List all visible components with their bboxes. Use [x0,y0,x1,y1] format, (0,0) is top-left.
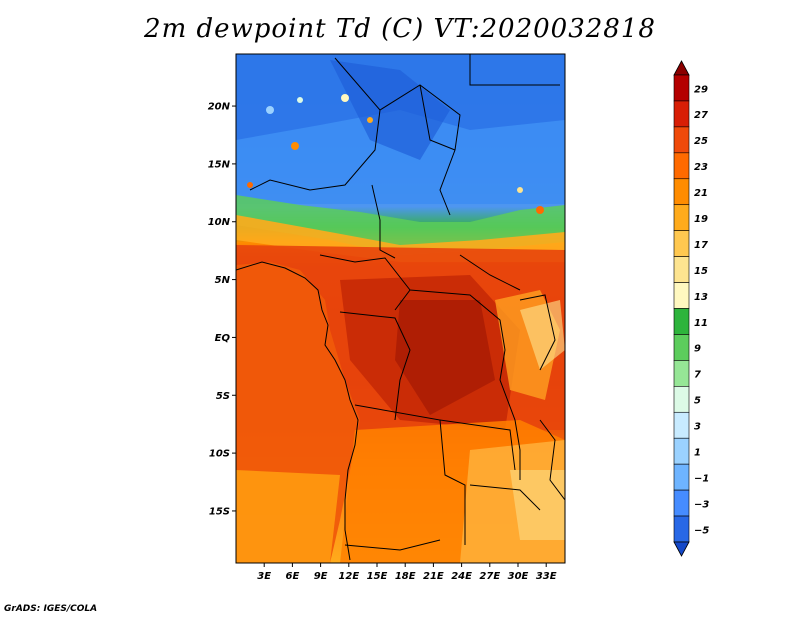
credit-text: GrADS: IGES/COLA [4,604,98,614]
colorbar-label: −5 [694,525,709,536]
colorbar-label: −3 [694,499,709,510]
colorbar-segment [673,204,690,231]
lat-tick-label: 20N [208,102,231,113]
colorbar-top-arrow [673,60,690,76]
colorbar-segment [673,74,690,102]
colorbar-segment [673,152,690,180]
lat-tick-label: 15N [208,159,231,170]
colorbar-label: 1 [694,447,701,458]
lat-axis: 20N 15N 10N 5N EQ 5S 10S 15S [208,102,236,517]
colorbar-segment [673,100,690,128]
colorbar-segment [673,308,690,335]
lon-tick-label: 30E [508,571,529,582]
lon-tick-label: 15E [367,571,388,582]
colorbar-label: 3 [694,422,701,433]
colorbar-segment [673,178,690,206]
colorbar-label: 7 [694,370,701,381]
colorbar-segment [673,282,690,309]
colorbar-label: 23 [694,162,708,173]
chart-title: 2m dewpoint Td (C) VT:2020032818 [144,14,656,44]
colorbar-segment [673,411,690,439]
lat-tick-label: 5N [215,275,231,286]
lon-tick-label: 9E [314,571,328,582]
colorbar: 29 27 25 23 21 19 17 15 13 11 9 7 5 3 1 −1 −3 −5 [673,60,709,557]
lat-tick-label: 15S [209,506,230,517]
lat-tick-label: 5S [216,391,230,402]
lat-tick-label: EQ [215,333,231,344]
lon-tick-label: 18E [395,571,416,582]
colorbar-segment [673,126,690,154]
colorbar-label: 21 [694,188,708,199]
colorbar-segment [673,256,690,283]
colorbar-segment [673,437,690,465]
colorbar-segment [673,489,690,517]
lat-tick-label: 10N [208,217,231,228]
map-field [236,54,565,563]
colorbar-label: 29 [694,84,708,95]
colorbar-label: 9 [694,344,701,355]
colorbar-segment [673,360,690,387]
colorbar-segment [673,515,690,543]
colorbar-label: 5 [694,396,701,407]
colorbar-label: 11 [694,318,708,329]
lon-axis: 3E 6E 9E 12E 15E 18E 21E 24E 27E 30E 33E [257,563,557,582]
lon-tick-label: 33E [536,571,557,582]
colorbar-label: 13 [694,292,708,303]
lon-tick-label: 21E [423,571,444,582]
lon-tick-label: 3E [257,571,271,582]
colorbar-segment [673,463,690,491]
colorbar-segment [673,334,690,361]
colorbar-segment [673,230,690,257]
colorbar-label: 15 [694,266,708,277]
lon-tick-label: 27E [479,571,500,582]
map-frame [235,53,566,564]
country-borders [236,54,565,561]
colorbar-bottom-arrow [673,541,690,557]
colorbar-label: −1 [694,473,709,484]
colorbar-label: 27 [694,110,708,121]
colorbar-label: 17 [694,240,708,251]
colorbar-label: 19 [694,214,708,225]
lon-tick-label: 24E [451,571,472,582]
lon-tick-label: 6E [286,571,300,582]
colorbar-label: 25 [694,136,708,147]
lon-tick-label: 12E [338,571,359,582]
lat-tick-label: 10S [209,449,230,460]
colorbar-segment [673,386,690,413]
